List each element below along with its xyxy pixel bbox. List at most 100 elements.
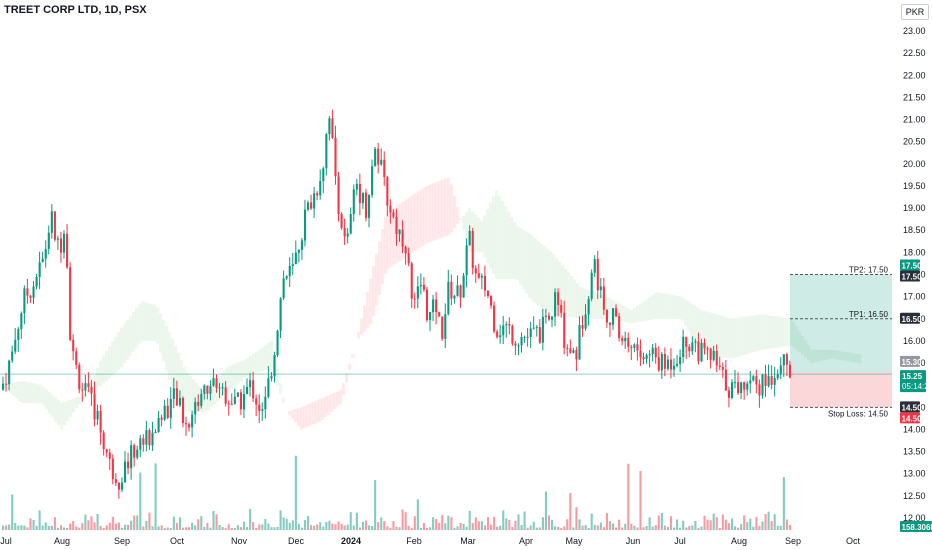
candle-body — [740, 382, 743, 393]
cloud-segment — [744, 316, 748, 355]
candle-body — [328, 118, 331, 135]
volume-bar — [8, 524, 11, 530]
candle-body — [721, 366, 724, 370]
candle-body — [425, 289, 429, 321]
y-tick-label: 13.50 — [903, 447, 926, 457]
cloud-segment — [231, 364, 235, 389]
candle-body — [624, 337, 627, 342]
candle-body — [404, 246, 407, 254]
cloud-segment — [555, 258, 559, 316]
candle-body — [633, 344, 636, 348]
candle-body — [621, 338, 624, 342]
cloud-segment — [282, 397, 286, 403]
volume-bar — [691, 525, 694, 530]
cloud-segment — [288, 410, 292, 416]
volume-bar — [47, 526, 50, 530]
volume-bar — [227, 524, 230, 530]
cloud-segment — [786, 318, 790, 346]
candle-body — [303, 209, 307, 241]
candle-body — [53, 211, 56, 240]
take-profit-zone — [790, 274, 892, 372]
volume-bar — [56, 527, 59, 530]
cloud-segment — [144, 302, 148, 341]
cloud-segment — [60, 402, 64, 430]
candle-body — [706, 348, 709, 350]
volume-bar — [483, 525, 486, 530]
volume-bar — [285, 518, 288, 530]
candle-body — [313, 193, 316, 209]
candle-body — [627, 337, 630, 347]
cloud-segment — [213, 383, 217, 405]
cloud-segment — [549, 251, 553, 314]
candle-body — [605, 309, 608, 323]
cloud-segment — [237, 362, 241, 384]
candle-body — [572, 350, 575, 353]
volume-bar — [694, 520, 697, 530]
x-tick-label: Aug — [54, 536, 70, 546]
currency-button[interactable]: PKR — [901, 4, 929, 20]
cloud-segment — [333, 392, 337, 410]
cloud-segment — [717, 314, 721, 357]
volume-bar — [563, 526, 566, 530]
cloud-segment — [597, 293, 601, 319]
candle-body — [47, 232, 50, 249]
candle-body — [145, 430, 148, 445]
candle-body — [148, 430, 151, 446]
cloud-segment — [735, 318, 739, 358]
candle-body — [133, 445, 136, 458]
candle-body — [660, 353, 663, 371]
cloud-segment — [177, 353, 181, 398]
candle-body — [264, 396, 267, 410]
volume-bar — [194, 525, 197, 530]
cloud-segment — [201, 389, 205, 412]
candle-body — [8, 360, 11, 385]
candle-body — [578, 324, 581, 360]
candle-body — [612, 308, 615, 325]
cloud-segment — [54, 397, 58, 422]
candle-body — [608, 322, 612, 325]
cloud-segment — [78, 396, 82, 404]
candle-body — [465, 245, 468, 276]
volume-bar — [523, 511, 526, 530]
candle-body — [526, 336, 529, 338]
cloud-segment — [234, 363, 238, 387]
cloud-segment — [456, 207, 460, 225]
cloud-segment — [660, 293, 664, 319]
candle-body — [316, 193, 319, 196]
cloud-segment — [609, 298, 613, 320]
candle-body — [788, 364, 791, 378]
volume-bar — [517, 514, 520, 530]
volume-bar — [416, 499, 419, 530]
volume-bar — [279, 510, 282, 530]
candle-body — [371, 166, 374, 195]
cloud-segment — [504, 206, 508, 279]
volume-bar — [197, 519, 200, 530]
candle-body — [117, 482, 120, 490]
candle-body — [355, 183, 358, 190]
volume-bar — [313, 525, 316, 530]
volume-bar — [727, 523, 730, 530]
volume-bar — [69, 523, 72, 530]
candle-body — [691, 342, 694, 352]
cloud-segment — [291, 409, 295, 419]
cloud-segment — [810, 349, 814, 364]
candle-body — [663, 353, 666, 369]
volume-bar — [398, 527, 401, 530]
volume-bar — [587, 527, 590, 530]
candle-body — [206, 385, 209, 394]
candle-body — [181, 397, 185, 424]
candle-body — [282, 278, 285, 299]
cloud-segment — [96, 368, 100, 388]
tp2-label: TP2: 17.50 — [849, 266, 889, 275]
cloud-segment — [372, 266, 376, 317]
volume-bar — [23, 525, 26, 530]
cloud-segment — [147, 303, 151, 341]
candle-body — [154, 432, 157, 434]
cloud-segment — [312, 402, 316, 425]
candle-body — [563, 312, 566, 348]
volume-bar — [651, 526, 654, 530]
candle-body — [69, 267, 72, 340]
cloud-segment — [486, 208, 490, 263]
volume-bar — [560, 527, 563, 530]
